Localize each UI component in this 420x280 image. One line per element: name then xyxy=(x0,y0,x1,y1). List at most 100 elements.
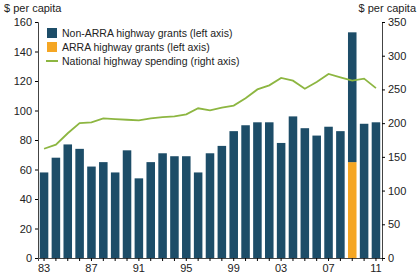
tick xyxy=(340,258,341,261)
bar xyxy=(324,127,333,258)
tick-label: 140 xyxy=(14,46,32,58)
tick-mark xyxy=(382,56,385,57)
tick: 150 xyxy=(382,151,406,163)
tick xyxy=(221,258,222,261)
tick xyxy=(257,258,258,261)
tick xyxy=(210,258,211,261)
tick: 200 xyxy=(382,117,406,129)
bar xyxy=(111,172,120,258)
tick-mark xyxy=(375,258,376,261)
axis-line xyxy=(35,23,39,259)
bar xyxy=(372,122,381,258)
tick-mark xyxy=(198,258,199,261)
bar xyxy=(170,156,179,258)
bar xyxy=(206,153,215,258)
tick-mark xyxy=(382,191,385,192)
legend-label: ARRA highway grants (left axis) xyxy=(62,41,210,53)
tick-label: 160 xyxy=(14,16,32,28)
tick xyxy=(292,258,293,261)
tick-mark xyxy=(257,258,258,261)
tick xyxy=(352,258,353,261)
tick-label: 80 xyxy=(20,134,32,146)
tick-mark xyxy=(35,111,38,112)
tick: 120 xyxy=(14,75,38,87)
tick-mark xyxy=(340,258,341,261)
tick: 03 xyxy=(275,258,287,274)
tick-mark xyxy=(35,258,38,259)
bar xyxy=(289,116,298,258)
bar xyxy=(40,172,49,258)
tick-mark xyxy=(382,123,385,124)
tick-label: 91 xyxy=(133,262,145,274)
bar xyxy=(229,131,238,258)
tick-mark xyxy=(79,258,80,261)
tick-label: 40 xyxy=(20,193,32,205)
bar xyxy=(158,153,167,258)
tick xyxy=(198,258,199,261)
tick-mark xyxy=(382,22,385,23)
plot: 8387919599030711020406080100120140160050… xyxy=(14,16,407,274)
legend-label: National highway spending (right axis) xyxy=(62,55,239,67)
tick: 07 xyxy=(322,258,334,274)
bar xyxy=(63,144,72,258)
tick-label: 250 xyxy=(388,83,406,95)
tick-mark xyxy=(281,258,282,261)
bar xyxy=(336,131,345,258)
line xyxy=(44,74,376,149)
tick-mark xyxy=(103,258,104,261)
tick: 250 xyxy=(382,83,406,95)
tick xyxy=(103,258,104,261)
tick-mark xyxy=(35,140,38,141)
legend-swatch xyxy=(47,42,57,52)
tick-mark xyxy=(352,258,353,261)
tick-mark xyxy=(127,258,128,261)
tick: 91 xyxy=(133,258,145,274)
bar xyxy=(265,122,274,258)
tick xyxy=(67,258,68,261)
tick: 11 xyxy=(370,258,381,274)
tick: 95 xyxy=(180,258,192,274)
tick xyxy=(115,258,116,261)
tick: 140 xyxy=(14,46,38,58)
tick: 350 xyxy=(382,16,406,28)
axis-line xyxy=(39,259,383,262)
legend-label: Non-ARRA highway grants (left axis) xyxy=(62,27,232,39)
bar xyxy=(194,172,203,258)
tick-label: 150 xyxy=(388,151,406,163)
tick-mark xyxy=(292,258,293,261)
tick: 100 xyxy=(14,105,38,117)
tick: 40 xyxy=(20,193,38,205)
tick-mark xyxy=(35,229,38,230)
tick-label: 200 xyxy=(388,117,406,129)
tick xyxy=(304,258,305,261)
tick-label: 95 xyxy=(180,262,192,274)
bar xyxy=(123,150,132,258)
tick-mark xyxy=(35,81,38,82)
tick-mark xyxy=(382,157,385,158)
tick-label: 11 xyxy=(370,262,381,274)
y2-axis: 050100150200250300350 xyxy=(382,16,406,264)
tick-mark xyxy=(233,258,234,261)
legend: Non-ARRA highway grants (left axis) ARRA … xyxy=(46,27,239,67)
tick-label: 0 xyxy=(388,252,394,264)
tick: 100 xyxy=(382,185,406,197)
tick-mark xyxy=(210,258,211,261)
tick-mark xyxy=(221,258,222,261)
tick-mark xyxy=(150,258,151,261)
tick xyxy=(174,258,175,261)
tick-mark xyxy=(304,258,305,261)
tick: 20 xyxy=(20,223,38,235)
tick-mark xyxy=(67,258,68,261)
tick xyxy=(269,258,270,261)
tick-mark xyxy=(186,258,187,261)
bar xyxy=(348,162,357,258)
tick-label: 03 xyxy=(275,262,287,274)
tick-label: 0 xyxy=(26,252,32,264)
y2-axis-title: $ per capita xyxy=(359,2,417,14)
tick: 160 xyxy=(14,16,38,28)
tick-mark xyxy=(35,22,38,23)
tick-label: 99 xyxy=(228,262,240,274)
bar xyxy=(277,143,286,258)
tick: 99 xyxy=(228,258,240,274)
legend-swatch xyxy=(46,60,58,62)
